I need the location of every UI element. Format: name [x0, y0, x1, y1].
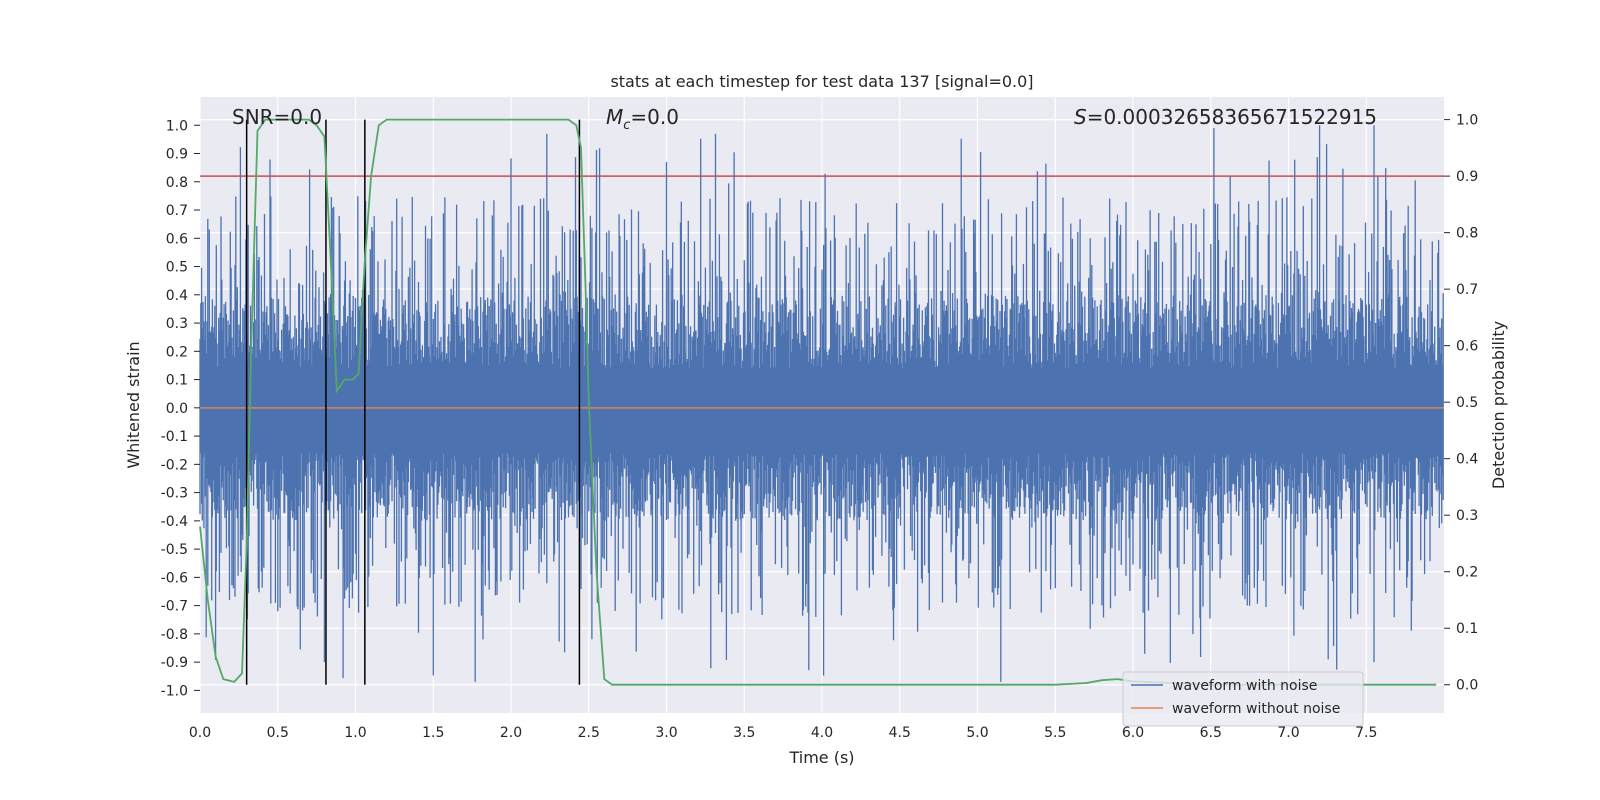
y-left-tick-label: 0.6	[166, 231, 188, 247]
y-left-tick-label: 1.0	[166, 118, 188, 134]
y-left-tick-label: 0.2	[166, 344, 188, 360]
y-left-tick-label: 0.1	[166, 373, 188, 389]
y-right-tick-label: 0.4	[1456, 452, 1478, 468]
y-left-tick-label: -0.7	[161, 599, 188, 615]
y-left-tick-label: -1.0	[161, 683, 188, 699]
y-right-axis-label: Detection probability	[1489, 321, 1508, 489]
y-left-tick-label: -0.2	[161, 457, 188, 473]
x-tick-label: 3.0	[655, 725, 677, 741]
x-tick-label: 4.0	[811, 725, 833, 741]
y-left-tick-label: 0.0	[166, 401, 188, 417]
y-left-axis-ticks: -1.0 -0.9 -0.8 -0.7 -0.6 -0.5 -0.4 -0.3 -0.2 -0.1…	[161, 118, 200, 699]
s-annotation: S=0.00032658365671522915	[1074, 105, 1377, 129]
x-tick-label: 5.5	[1044, 725, 1066, 741]
y-right-tick-label: 0.5	[1456, 395, 1478, 411]
y-right-tick-label: 0.8	[1456, 226, 1478, 242]
y-right-tick-label: 0.9	[1456, 169, 1478, 185]
x-axis-ticks: 0.0 0.5 1.0 1.5 2.0 2.5 3.0 3.5 4.0 4.5 5.0 5.5 6.0 6…	[189, 725, 1378, 741]
y-right-tick-label: 0.7	[1456, 282, 1478, 298]
mc-subscript: c	[623, 118, 630, 133]
vertical-markers	[245, 119, 581, 685]
legend: waveform with noise waveform without noi…	[1122, 671, 1364, 727]
x-tick-label: 0.5	[267, 725, 289, 741]
y-left-tick-label: 0.5	[166, 260, 188, 276]
x-axis-label: Time (s)	[788, 748, 854, 767]
x-tick-label: 1.5	[422, 725, 444, 741]
y-left-tick-label: 0.4	[166, 288, 188, 304]
s-symbol: S	[1074, 105, 1087, 129]
mc-value: =0.0	[630, 105, 679, 129]
y-left-tick-label: -0.8	[161, 627, 188, 643]
s-value: =0.00032658365671522915	[1087, 105, 1377, 129]
x-tick-label: 3.5	[733, 725, 755, 741]
legend-box	[1122, 671, 1364, 727]
x-tick-label: 2.0	[500, 725, 522, 741]
y-left-tick-label: -0.9	[161, 655, 188, 671]
y-left-tick-label: -0.1	[161, 429, 188, 445]
mc-annotation: Mc=0.0	[606, 105, 679, 133]
detection-probability-line	[199, 118, 1437, 686]
y-left-axis-label: Whitened strain	[124, 341, 143, 468]
y-right-tick-label: 0.1	[1456, 621, 1478, 637]
x-tick-label: 6.5	[1200, 725, 1222, 741]
x-tick-label: 4.5	[889, 725, 911, 741]
x-tick-label: 2.5	[578, 725, 600, 741]
legend-label-noise: waveform with noise	[1172, 678, 1317, 694]
y-left-tick-label: -0.3	[161, 486, 188, 502]
x-tick-label: 0.0	[189, 725, 211, 741]
y-left-tick-label: 0.9	[166, 147, 188, 163]
y-left-tick-label: 0.8	[166, 175, 188, 191]
snr-annotation: SNR=0.0	[232, 105, 322, 129]
mc-symbol: M	[606, 105, 623, 129]
x-tick-label: 6.0	[1122, 725, 1144, 741]
y-right-tick-label: 0.6	[1456, 339, 1478, 355]
y-right-tick-label: 1.0	[1456, 113, 1478, 129]
legend-label-clean: waveform without noise	[1172, 701, 1340, 717]
y-left-tick-label: -0.4	[161, 514, 188, 530]
y-right-tick-label: 0.3	[1456, 508, 1478, 524]
probability-series	[199, 118, 1437, 686]
y-left-tick-label: -0.5	[161, 542, 188, 558]
x-tick-label: 7.0	[1277, 725, 1299, 741]
y-left-tick-label: 0.7	[166, 203, 188, 219]
x-tick-label: 1.0	[344, 725, 366, 741]
y-left-tick-label: 0.3	[166, 316, 188, 332]
chart-title: stats at each timestep for test data 137…	[610, 72, 1033, 91]
x-tick-label: 5.0	[966, 725, 988, 741]
y-right-tick-label: 0.0	[1456, 678, 1478, 694]
x-tick-label: 7.5	[1355, 725, 1377, 741]
y-right-tick-label: 0.2	[1456, 565, 1478, 581]
y-left-tick-label: -0.6	[161, 570, 188, 586]
y-right-axis-ticks: 0.0 0.1 0.2 0.3 0.4 0.5 0.6 0.7 0.8 0.9 1.0	[1444, 113, 1478, 694]
